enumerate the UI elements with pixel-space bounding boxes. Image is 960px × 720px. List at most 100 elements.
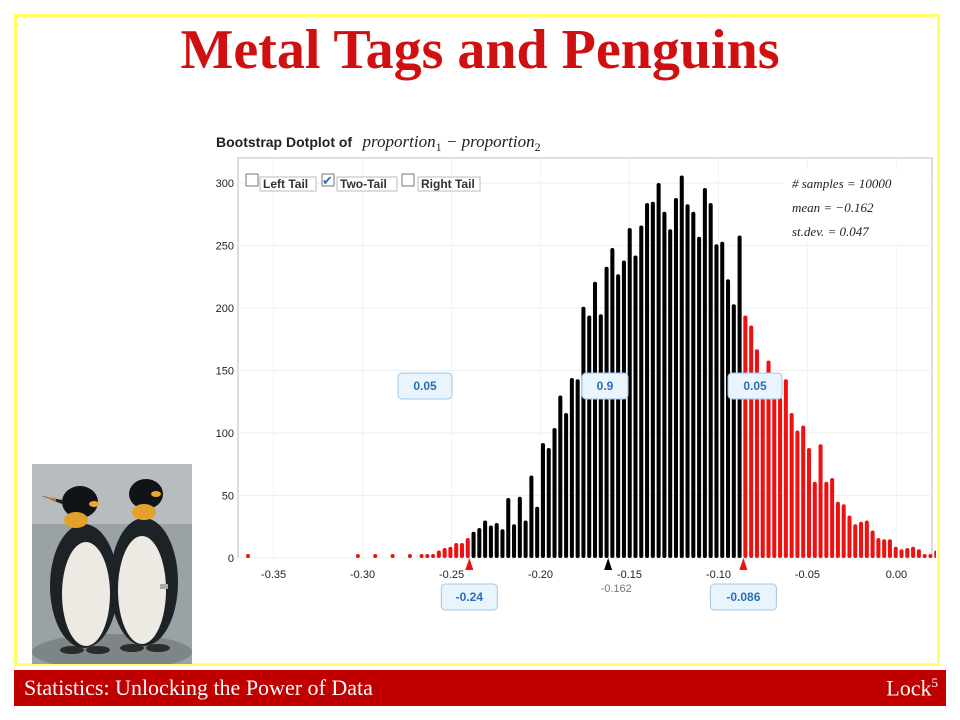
bootstrap-bin-bar xyxy=(708,203,713,558)
bootstrap-bin-bar xyxy=(847,515,852,558)
slide-title: Metal Tags and Penguins xyxy=(180,19,780,81)
bootstrap-bin-bar xyxy=(546,448,551,558)
bootstrap-bin-bar xyxy=(870,530,875,558)
bootstrap-bin-dot xyxy=(425,554,430,558)
bootstrap-bin-bar xyxy=(893,546,898,558)
bootstrap-bin-bar xyxy=(459,543,465,558)
bootstrap-bin-bar xyxy=(806,448,812,558)
bootstrap-bin-bar xyxy=(540,443,545,558)
lower-cutoff-value: -0.24 xyxy=(456,590,484,604)
middle-region-value: 0.9 xyxy=(597,379,614,393)
bootstrap-bin-bar xyxy=(795,430,800,558)
x-tick-label: -0.10 xyxy=(706,569,731,581)
bootstrap-bin-bar xyxy=(610,248,615,558)
bootstrap-bin-bar xyxy=(552,428,557,558)
bootstrap-bin-bar xyxy=(916,549,921,558)
bootstrap-bin-bar xyxy=(471,531,476,558)
y-tick-label: 150 xyxy=(216,366,234,378)
bootstrap-bin-bar xyxy=(668,229,673,558)
bootstrap-bin-bar xyxy=(436,550,441,558)
footer-authors-superscript: 5 xyxy=(931,675,939,690)
x-tick-label: -0.05 xyxy=(795,569,820,581)
bootstrap-bin-bar xyxy=(529,475,534,558)
bootstrap-bin-bar xyxy=(575,379,580,558)
sd-stat: st.dev. = 0.047 xyxy=(792,224,869,239)
x-tick-label: -0.20 xyxy=(528,569,553,581)
footer-book-title: Statistics: Unlocking the Power of Data xyxy=(24,675,373,700)
bootstrap-bin-bar xyxy=(685,204,690,558)
bootstrap-bin-bar xyxy=(876,538,881,558)
bootstrap-bin-bar xyxy=(616,274,621,558)
right-region-value: 0.05 xyxy=(743,379,767,393)
bootstrap-bin-bar xyxy=(558,395,563,558)
y-tick-label: 200 xyxy=(216,303,234,315)
bootstrap-bin-bar xyxy=(726,279,731,558)
bootstrap-bin-dot xyxy=(431,554,436,558)
bootstrap-bin-bar xyxy=(887,539,892,558)
right-tail-checkbox[interactable]: ✔ Right Tail xyxy=(401,173,481,192)
bootstrap-bin-bar xyxy=(818,444,823,558)
lower-cutoff-pill[interactable]: -0.24 xyxy=(440,583,498,611)
bootstrap-bin-bar xyxy=(760,379,765,558)
x-tick-label: -0.35 xyxy=(261,569,286,581)
bootstrap-bin-bar xyxy=(656,183,661,558)
samples-stat: # samples = 10000 xyxy=(792,176,892,191)
slide-footer: Statistics: Unlocking the Power of Data … xyxy=(14,670,946,706)
bootstrap-bin-bar xyxy=(749,325,754,558)
bootstrap-dotplot: Bootstrap Dotplot of proportion1 − propo… xyxy=(212,122,936,622)
x-tick-label: 0.00 xyxy=(886,569,907,581)
bootstrap-bin-bar xyxy=(841,504,846,558)
bootstrap-bin-bar xyxy=(621,260,626,558)
bootstrap-bin-bar xyxy=(494,523,499,558)
bootstrap-bin-bar xyxy=(731,304,736,558)
footer-authors: Lock5 xyxy=(886,675,938,701)
x-tick-label: -0.15 xyxy=(617,569,642,581)
bootstrap-bin-bar xyxy=(523,520,528,558)
left-region-pill: 0.05 xyxy=(397,372,453,400)
upper-cutoff-marker[interactable] xyxy=(739,558,748,570)
footer-authors-name: Lock xyxy=(886,675,932,701)
bootstrap-bin-bar xyxy=(801,425,806,558)
y-tick-label: 0 xyxy=(228,553,234,565)
stats-box xyxy=(784,170,928,244)
bootstrap-bin-bar xyxy=(587,315,592,558)
bootstrap-bin-bar xyxy=(783,379,788,558)
bootstrap-bin-bar xyxy=(517,496,522,558)
bootstrap-bin-bar xyxy=(714,244,719,558)
bootstrap-bin-bar xyxy=(673,198,679,558)
bootstrap-bin-bar xyxy=(911,546,916,558)
penguins-photo xyxy=(32,464,192,664)
mean-stat: mean = −0.162 xyxy=(792,200,874,215)
chart-title: Bootstrap Dotplot of proportion1 − propo… xyxy=(216,132,541,154)
upper-cutoff-value: -0.086 xyxy=(726,590,760,604)
bootstrap-bin-bar xyxy=(899,549,904,558)
bootstrap-bin-dot xyxy=(355,554,360,558)
mean-label: -0.162 xyxy=(601,583,632,595)
bootstrap-bin-dot xyxy=(373,554,378,558)
bootstrap-bin-bar xyxy=(569,378,574,558)
bootstrap-bin-bar xyxy=(448,546,453,558)
two-tail-checkbox[interactable]: ✔ Two-Tail xyxy=(321,173,398,192)
bootstrap-bin-dot xyxy=(928,554,933,558)
bootstrap-bin-bar xyxy=(743,315,748,558)
upper-cutoff-pill[interactable]: -0.086 xyxy=(709,583,777,611)
bootstrap-bin-dot xyxy=(922,554,927,558)
two-tail-label: Two-Tail xyxy=(340,177,387,191)
left-tail-checkbox[interactable]: ✔ Left Tail xyxy=(245,173,317,192)
mean-marker xyxy=(604,558,613,570)
y-tick-label: 250 xyxy=(216,241,234,253)
lower-cutoff-marker[interactable] xyxy=(465,558,474,570)
bootstrap-bin-bar xyxy=(882,539,887,558)
bootstrap-bin-bar xyxy=(488,525,493,558)
bootstrap-bin-bar xyxy=(905,548,910,558)
x-tick-label: -0.25 xyxy=(439,569,464,581)
bootstrap-bin-bar xyxy=(789,413,794,558)
y-tick-label: 100 xyxy=(216,428,234,440)
bootstrap-bin-bar xyxy=(535,506,540,558)
bootstrap-bin-bar xyxy=(812,481,817,558)
bootstrap-bin-dot xyxy=(419,554,424,558)
right-tail-label: Right Tail xyxy=(421,177,475,191)
bootstrap-bin-bar xyxy=(442,548,447,558)
bootstrap-bin-bar xyxy=(633,255,638,558)
bootstrap-bin-bar xyxy=(754,349,759,558)
